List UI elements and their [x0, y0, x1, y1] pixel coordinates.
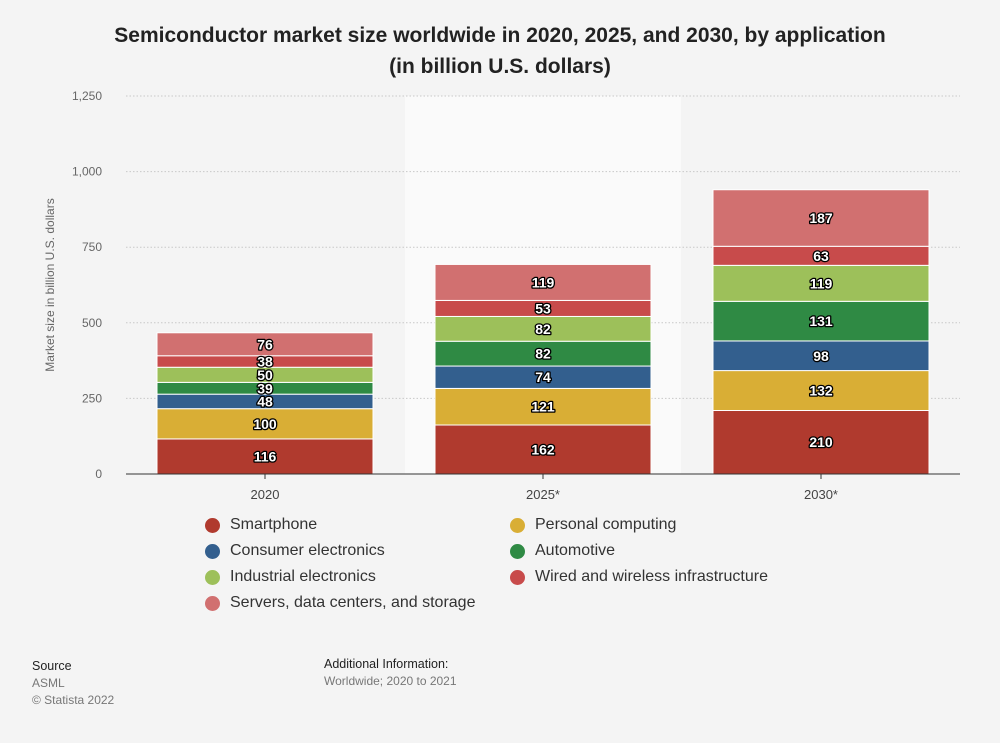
copyright: © Statista 2022 [32, 693, 115, 707]
bar-segment [434, 263, 652, 301]
chart-plot: 0 250 500 750 1,000 1,250 Market size in bill… [43, 89, 960, 502]
data-label: 100 [253, 416, 277, 432]
y-axis-ticks: 0 250 500 750 1,000 1,250 [72, 89, 102, 481]
data-label: 39 [257, 380, 273, 396]
data-label: 132 [809, 383, 833, 399]
source-value: ASML [32, 676, 65, 690]
data-label: 48 [257, 393, 273, 409]
x-tick-label: 2020 [251, 487, 280, 502]
legend-label: Consumer electronics [230, 542, 385, 559]
legend: Smartphone Personal computing Consumer ele… [205, 515, 825, 613]
legend-item[interactable]: Industrial electronics [205, 567, 510, 587]
legend-label: Wired and wireless infrastructure [535, 568, 768, 585]
additional-info-block: Additional Information: Worldwide; 2020 … [324, 656, 457, 690]
legend-item[interactable]: Servers, data centers, and storage [205, 593, 510, 613]
data-label: 116 [254, 448, 277, 464]
legend-label: Servers, data centers, and storage [230, 594, 476, 611]
bar-segment [434, 387, 652, 426]
data-label: 63 [813, 248, 829, 264]
data-label: 162 [531, 442, 555, 458]
y-tick-label: 750 [82, 240, 102, 254]
bar-segment [712, 409, 930, 475]
data-label: 131 [809, 313, 833, 329]
bar-segment [712, 264, 930, 302]
legend-item[interactable]: Smartphone [205, 515, 510, 535]
bar-segment [712, 189, 930, 247]
data-label: 210 [809, 434, 833, 450]
bar-segment [156, 332, 374, 357]
legend-swatch [510, 517, 525, 533]
data-label: 76 [257, 336, 273, 352]
data-label: 50 [257, 367, 273, 383]
y-tick-label: 500 [82, 316, 102, 330]
legend-item[interactable]: Automotive [510, 541, 815, 561]
additional-info-value: Worldwide; 2020 to 2021 [324, 674, 457, 688]
bar-segment [712, 340, 930, 372]
data-label: 121 [531, 399, 555, 415]
source-label: Source [32, 659, 72, 673]
data-label: 82 [535, 346, 551, 362]
data-label: 187 [809, 210, 833, 226]
bar-segment [156, 408, 374, 440]
data-label: 119 [532, 274, 555, 290]
chart-title-line1: Semiconductor market size worldwide in 2… [114, 24, 886, 47]
data-label: 98 [813, 348, 829, 364]
data-label: 74 [535, 369, 551, 385]
legend-label: Personal computing [535, 516, 677, 533]
bar-segment [712, 370, 930, 411]
legend-swatch [205, 543, 220, 559]
legend-item[interactable]: Consumer electronics [205, 541, 510, 561]
y-tick-label: 0 [95, 467, 102, 481]
source-block: Source ASML © Statista 2022 [32, 658, 114, 709]
y-axis-label: Market size in billion U.S. dollars [43, 198, 57, 371]
legend-item[interactable]: Wired and wireless infrastructure [510, 567, 815, 587]
bar-segment [712, 300, 930, 342]
bar-segment [434, 424, 652, 475]
y-tick-label: 250 [82, 391, 102, 405]
legend-swatch [510, 543, 525, 559]
chart-title: Semiconductor market size worldwide in 2… [0, 20, 1000, 82]
legend-label: Industrial electronics [230, 568, 376, 585]
data-label: 82 [535, 321, 551, 337]
bar-segment [434, 315, 652, 342]
legend-label: Automotive [535, 542, 616, 559]
x-tick-label: 2025* [526, 487, 560, 502]
x-tick-label: 2030* [804, 487, 838, 502]
legend-swatch [510, 569, 525, 585]
legend-item[interactable]: Personal computing [510, 515, 815, 535]
y-tick-label: 1,000 [72, 165, 102, 179]
legend-swatch [205, 595, 220, 611]
data-label: 119 [810, 275, 833, 291]
legend-swatch [205, 517, 220, 533]
additional-info-label: Additional Information: [324, 657, 449, 671]
data-label: 38 [257, 354, 273, 370]
data-label: 53 [535, 300, 551, 316]
legend-swatch [205, 569, 220, 585]
y-tick-label: 1,250 [72, 89, 102, 103]
x-axis-ticks: 2020 2025* 2030* [251, 474, 838, 502]
bar-segments [156, 189, 930, 475]
legend-label: Smartphone [230, 516, 318, 533]
bar-segment [156, 438, 374, 475]
chart-title-line2: (in billion U.S. dollars) [389, 55, 611, 78]
